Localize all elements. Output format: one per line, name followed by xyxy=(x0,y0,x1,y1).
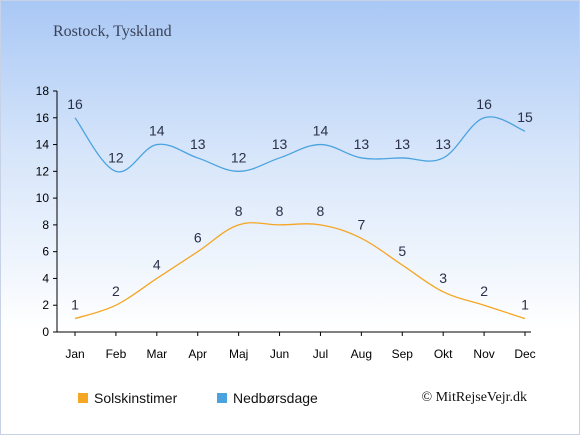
legend-label-rain: Nedbørsdage xyxy=(233,390,318,406)
data-label-sun: 1 xyxy=(71,297,79,313)
y-tick-label: 2 xyxy=(42,298,49,312)
credit-text: © MitRejseVejr.dk xyxy=(421,390,527,405)
x-tick-label: Maj xyxy=(229,347,248,361)
data-label-sun: 8 xyxy=(276,203,284,219)
y-tick-label: 0 xyxy=(42,325,49,339)
y-tick-label: 12 xyxy=(36,164,50,178)
chart-title: Rostock, Tyskland xyxy=(53,23,172,40)
legend-swatch-sun xyxy=(78,393,88,403)
data-label-rain: 13 xyxy=(190,136,206,152)
x-tick-label: Mar xyxy=(146,347,167,361)
legend-item-sun: Solskinstimer xyxy=(78,390,177,406)
data-label-sun: 1 xyxy=(521,297,529,313)
y-tick-label: 10 xyxy=(36,191,50,205)
y-tick-label: 8 xyxy=(42,218,49,232)
data-label-sun: 8 xyxy=(317,203,325,219)
y-tick-label: 14 xyxy=(36,138,50,152)
x-tick-label: Jul xyxy=(313,347,328,361)
data-label-rain: 16 xyxy=(476,96,492,112)
legend-item-rain: Nedbørsdage xyxy=(217,390,318,406)
x-tick-label: Dec xyxy=(514,347,535,361)
x-tick-label: Jun xyxy=(270,347,289,361)
y-tick-label: 4 xyxy=(42,271,49,285)
data-label-sun: 5 xyxy=(398,243,406,259)
x-tick-label: Okt xyxy=(434,347,453,361)
data-label-rain: 13 xyxy=(394,136,410,152)
x-tick-label: Feb xyxy=(106,347,127,361)
data-label-rain: 13 xyxy=(435,136,451,152)
y-tick-label: 18 xyxy=(36,84,50,98)
x-tick-label: Sep xyxy=(392,347,414,361)
data-label-sun: 7 xyxy=(357,216,365,232)
data-label-rain: 12 xyxy=(231,149,247,165)
data-label-rain: 13 xyxy=(272,136,288,152)
data-label-sun: 3 xyxy=(439,270,447,286)
legend-label-sun: Solskinstimer xyxy=(94,390,178,406)
data-label-rain: 14 xyxy=(313,123,329,139)
data-label-rain: 16 xyxy=(67,96,83,112)
x-tick-label: Apr xyxy=(188,347,207,361)
data-label-rain: 13 xyxy=(354,136,370,152)
data-label-rain: 15 xyxy=(517,109,533,125)
data-label-sun: 8 xyxy=(235,203,243,219)
x-tick-label: Aug xyxy=(351,347,372,361)
chart-series-lines xyxy=(74,116,526,320)
legend-swatch-rain xyxy=(217,393,227,403)
data-label-sun: 6 xyxy=(194,230,202,246)
y-tick-label: 6 xyxy=(42,245,49,259)
data-label-sun: 2 xyxy=(480,283,488,299)
x-tick-label: Nov xyxy=(473,347,494,361)
x-tick-label: Jan xyxy=(65,347,84,361)
y-tick-label: 16 xyxy=(36,111,50,125)
data-label-rain: 12 xyxy=(108,149,124,165)
series-line-nedborsdage xyxy=(74,116,526,173)
series-line-solskinstimer xyxy=(74,222,526,320)
data-label-rain: 14 xyxy=(149,123,165,139)
data-label-sun: 4 xyxy=(153,256,161,272)
data-label-sun: 2 xyxy=(112,283,120,299)
